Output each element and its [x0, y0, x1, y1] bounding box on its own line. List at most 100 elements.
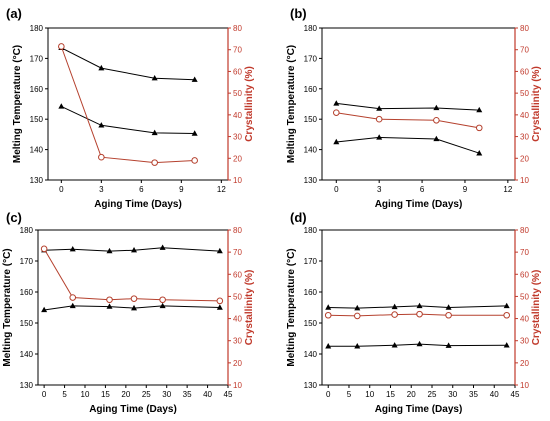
x-tick-label: 45 — [511, 390, 520, 399]
y2-tick-label: 50 — [233, 89, 242, 98]
data-point — [41, 306, 48, 313]
y2-tick-label: 40 — [233, 315, 242, 324]
y2-tick-label: 20 — [233, 359, 242, 368]
y-axis-title: Melting Temperature (°C) — [2, 248, 13, 366]
y2-tick-label: 70 — [520, 46, 529, 55]
y2-tick-label: 70 — [233, 46, 242, 55]
data-point — [159, 244, 166, 250]
x-tick-label: 3 — [377, 185, 382, 194]
x-tick-label: 0 — [42, 390, 47, 399]
x-tick-label: 9 — [463, 185, 468, 194]
x-tick-label: 0 — [334, 185, 339, 194]
y2-tick-label: 30 — [520, 337, 529, 346]
series-line — [328, 305, 507, 309]
x-tick-label: 0 — [326, 390, 331, 399]
data-point — [445, 304, 452, 310]
data-point — [191, 157, 198, 164]
y-tick-label: 160 — [304, 85, 318, 94]
data-point — [391, 303, 398, 310]
data-point — [376, 134, 383, 140]
data-point — [332, 109, 340, 116]
x-tick-label: 30 — [162, 390, 171, 399]
y2-tick-label: 80 — [520, 226, 529, 235]
data-point — [476, 106, 483, 113]
data-point — [216, 297, 224, 305]
data-point — [391, 342, 398, 348]
series-line — [328, 313, 507, 317]
x-tick-label: 45 — [224, 390, 233, 399]
y-tick-label: 130 — [304, 176, 318, 185]
data-point — [131, 246, 138, 253]
data-point — [333, 100, 340, 106]
panel-4: (d) 0 5 10 15 20 25 30 35 40 45 130 140 150 160 170 180 1… — [286, 210, 542, 415]
y-tick-label: 180 — [304, 24, 318, 33]
series-line — [336, 102, 480, 111]
x-tick-label: 35 — [183, 390, 192, 399]
y2-tick-label: 30 — [233, 133, 242, 142]
data-point — [376, 105, 383, 111]
y-tick-label: 140 — [304, 350, 318, 359]
y2-tick-label: 40 — [520, 315, 529, 324]
series-line — [336, 112, 480, 129]
y-tick-label: 150 — [304, 319, 318, 328]
data-point — [98, 122, 105, 128]
panel-label: (c) — [6, 210, 22, 225]
y-tick-label: 130 — [20, 381, 34, 390]
y-tick-label: 170 — [304, 54, 318, 63]
data-point — [191, 130, 198, 136]
y-tick-label: 170 — [30, 54, 44, 63]
data-point — [131, 304, 138, 311]
x-tick-label: 20 — [407, 390, 416, 399]
data-point — [375, 115, 383, 123]
data-point — [476, 150, 483, 156]
x-tick-label: 25 — [142, 390, 151, 399]
y2-tick-label: 80 — [520, 24, 529, 33]
y-tick-label: 180 — [30, 24, 44, 33]
data-point — [106, 303, 113, 309]
data-point — [106, 296, 113, 304]
y2-axis-title: Crystallinity (%) — [531, 66, 542, 142]
series-line — [44, 305, 220, 311]
y-tick-label: 140 — [20, 350, 34, 359]
data-point — [216, 247, 223, 254]
data-point — [325, 304, 332, 310]
data-point — [159, 296, 166, 304]
y2-tick-label: 20 — [520, 154, 529, 163]
y2-axis-title: Crystallinity (%) — [531, 270, 542, 346]
data-point — [325, 343, 332, 349]
x-tick-label: 35 — [469, 390, 478, 399]
data-point — [324, 311, 332, 319]
y2-axis-title: Crystallinity (%) — [244, 66, 255, 142]
x-tick-label: 15 — [386, 390, 395, 399]
x-tick-label: 15 — [101, 390, 110, 399]
y-tick-label: 150 — [304, 115, 318, 124]
data-point — [333, 138, 340, 145]
data-point — [159, 302, 166, 309]
y2-tick-label: 10 — [520, 381, 529, 390]
panel-2: (b) 0 3 6 9 12 130 140 150 160 170 180 10 20 30 40 50 60 7… — [286, 6, 542, 210]
x-tick-label: 40 — [490, 390, 499, 399]
x-tick-label: 10 — [365, 390, 374, 399]
y-tick-label: 180 — [20, 226, 34, 235]
y-tick-label: 170 — [304, 257, 318, 266]
y2-tick-label: 20 — [233, 154, 242, 163]
x-tick-label: 0 — [59, 185, 64, 194]
data-point — [98, 64, 105, 71]
y2-tick-label: 10 — [233, 176, 242, 185]
data-point — [503, 302, 510, 309]
y-tick-label: 130 — [30, 176, 44, 185]
y2-tick-label: 60 — [233, 270, 242, 279]
data-point — [445, 342, 452, 348]
data-point — [98, 153, 105, 161]
x-tick-label: 40 — [203, 390, 212, 399]
data-point — [391, 311, 398, 318]
y-tick-label: 150 — [30, 115, 44, 124]
data-point — [191, 76, 198, 82]
y2-tick-label: 30 — [233, 337, 242, 346]
series-line — [328, 343, 507, 347]
data-point — [503, 342, 510, 348]
y-tick-label: 170 — [20, 257, 34, 266]
series-line — [336, 136, 480, 154]
data-point — [151, 74, 158, 81]
